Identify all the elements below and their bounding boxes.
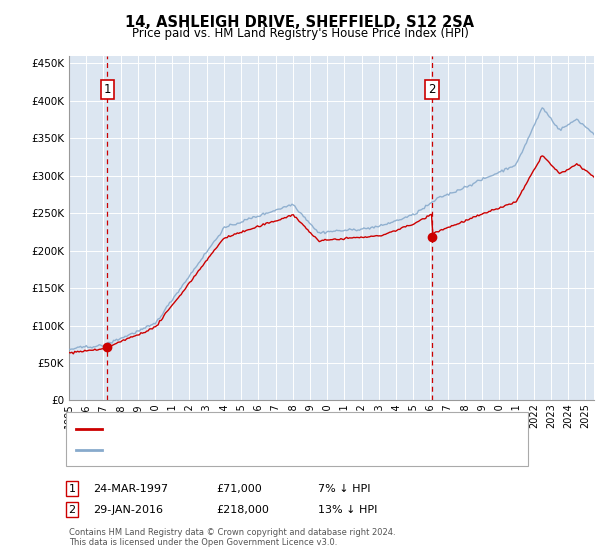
Text: £218,000: £218,000 <box>216 505 269 515</box>
Text: 14, ASHLEIGH DRIVE, SHEFFIELD, S12 2SA (detached house): 14, ASHLEIGH DRIVE, SHEFFIELD, S12 2SA (… <box>107 424 422 434</box>
Text: 24-MAR-1997: 24-MAR-1997 <box>93 484 168 494</box>
Text: 1: 1 <box>104 83 111 96</box>
Text: Price paid vs. HM Land Registry's House Price Index (HPI): Price paid vs. HM Land Registry's House … <box>131 27 469 40</box>
Text: 29-JAN-2016: 29-JAN-2016 <box>93 505 163 515</box>
Text: 1: 1 <box>68 484 76 494</box>
Text: Contains HM Land Registry data © Crown copyright and database right 2024.
This d: Contains HM Land Registry data © Crown c… <box>69 528 395 547</box>
Text: HPI: Average price, detached house, Sheffield: HPI: Average price, detached house, Shef… <box>107 445 346 455</box>
Text: 2: 2 <box>428 83 436 96</box>
Text: 7% ↓ HPI: 7% ↓ HPI <box>318 484 371 494</box>
Text: 2: 2 <box>68 505 76 515</box>
Text: 13% ↓ HPI: 13% ↓ HPI <box>318 505 377 515</box>
Text: 14, ASHLEIGH DRIVE, SHEFFIELD, S12 2SA: 14, ASHLEIGH DRIVE, SHEFFIELD, S12 2SA <box>125 15 475 30</box>
Text: £71,000: £71,000 <box>216 484 262 494</box>
